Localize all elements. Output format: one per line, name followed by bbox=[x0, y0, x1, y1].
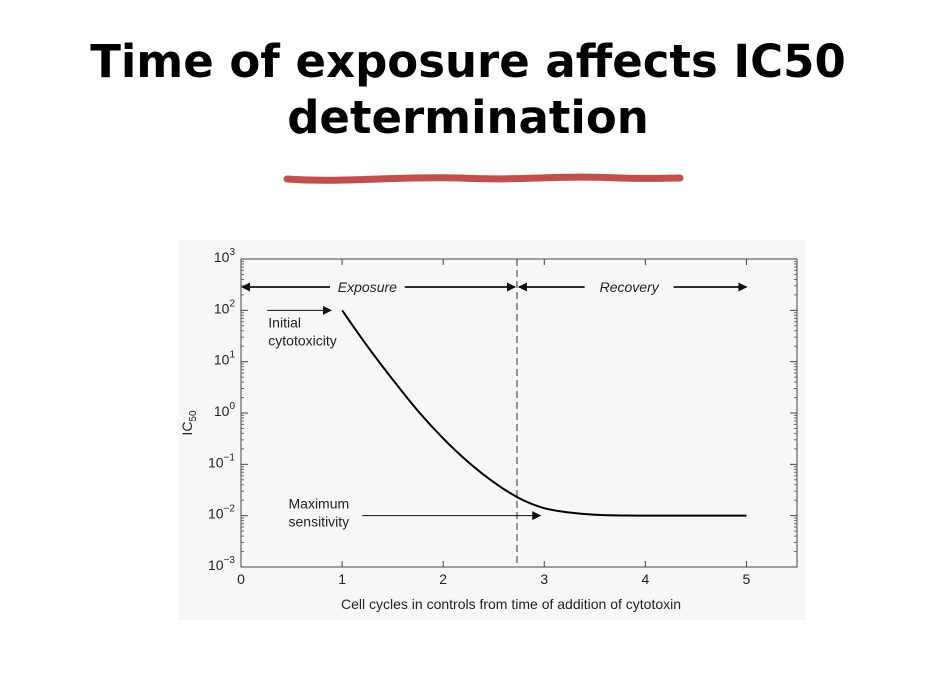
y-tick-label-base: 10 bbox=[208, 557, 224, 573]
maximum-sensitivity-label-line-2: sensitivity bbox=[289, 514, 350, 530]
slide-title-line-2: determination bbox=[287, 91, 649, 144]
y-tick-label-exponent: −1 bbox=[224, 452, 236, 463]
exposure-label: Exposure bbox=[338, 279, 397, 295]
initial-cytotoxicity-label-line-2: cytotoxicity bbox=[268, 332, 336, 348]
y-tick-label-base: 10 bbox=[214, 352, 230, 368]
y-tick-label: 102 bbox=[214, 298, 236, 316]
y-tick-label: 103 bbox=[214, 247, 236, 265]
initial-cytotoxicity-label-line-1: Initial bbox=[268, 314, 301, 330]
y-axis-label-main: IC bbox=[179, 422, 195, 436]
initial-arrow-head bbox=[322, 305, 332, 315]
exposure-arrow-head-left bbox=[241, 282, 250, 292]
exposure-arrow-head-right bbox=[506, 282, 516, 292]
x-tick-label: 4 bbox=[641, 571, 649, 587]
y-tick-label-exponent: 2 bbox=[229, 298, 235, 309]
y-tick-label-base: 10 bbox=[208, 506, 224, 522]
x-tick-label: 2 bbox=[439, 571, 447, 587]
x-tick-label: 5 bbox=[743, 571, 751, 587]
y-tick-label-base: 10 bbox=[208, 454, 224, 470]
y-tick-label-base: 10 bbox=[214, 249, 230, 265]
initial-cytotoxicity-arrow bbox=[267, 305, 332, 315]
x-tick-label: 1 bbox=[338, 571, 346, 587]
x-tick-label: 0 bbox=[237, 571, 245, 587]
y-tick-label: 100 bbox=[214, 401, 236, 419]
y-tick-label-exponent: −3 bbox=[224, 555, 236, 566]
ic50-curve bbox=[341, 309, 747, 517]
y-tick-label-exponent: 0 bbox=[229, 401, 235, 412]
y-tick-label-exponent: 1 bbox=[229, 350, 235, 361]
y-axis-label-subscript: 50 bbox=[188, 410, 199, 422]
x-axis-label: Cell cycles in controls from time of add… bbox=[341, 596, 681, 612]
y-tick-label-exponent: −2 bbox=[224, 504, 236, 515]
y-axis-label: IC50 bbox=[179, 410, 199, 436]
y-tick-label: 10−1 bbox=[208, 452, 235, 470]
x-tick-label: 3 bbox=[540, 571, 548, 587]
slide-title-line-1: Time of exposure affects IC50 bbox=[90, 35, 846, 88]
maximum-sensitivity-arrow bbox=[362, 511, 542, 521]
y-tick-label-exponent: 3 bbox=[229, 247, 235, 258]
y-tick-label: 101 bbox=[214, 350, 236, 368]
recovery-arrow-head-right bbox=[738, 282, 748, 292]
y-tick-label-base: 10 bbox=[214, 300, 230, 316]
max-arrow-head bbox=[532, 511, 542, 521]
y-tick-label: 10−2 bbox=[208, 504, 235, 522]
slide-title: Time of exposure affects IC50 determinat… bbox=[0, 34, 936, 146]
x-axis-ticks: 0 1 2 3 4 5 bbox=[237, 259, 751, 587]
recovery-arrow-head-left bbox=[517, 282, 527, 292]
y-tick-label-base: 10 bbox=[214, 403, 230, 419]
title-underline-stroke bbox=[283, 173, 684, 184]
y-tick-label: 10−3 bbox=[208, 555, 235, 573]
recovery-label: Recovery bbox=[600, 279, 660, 295]
maximum-sensitivity-label-line-1: Maximum bbox=[289, 496, 350, 512]
phase-arrows bbox=[241, 282, 748, 292]
